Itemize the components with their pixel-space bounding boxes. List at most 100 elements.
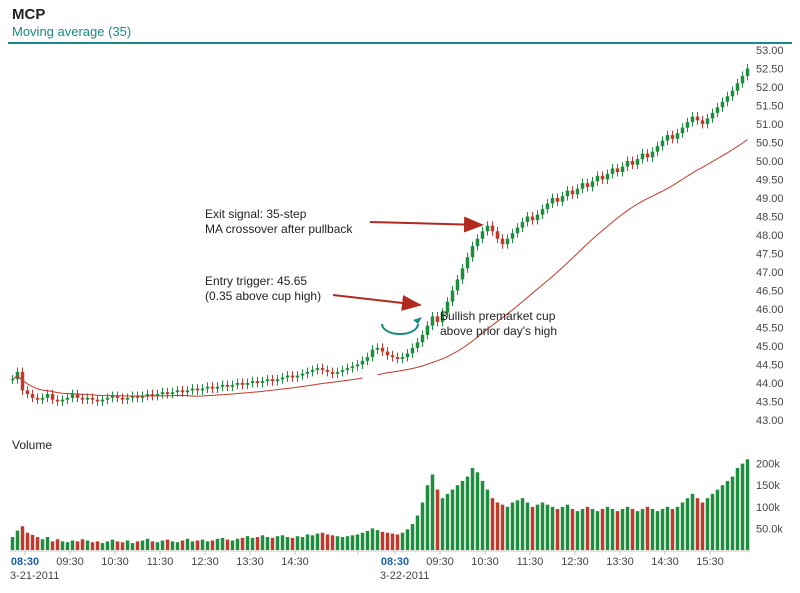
volume-bar bbox=[551, 507, 555, 550]
volume-bar bbox=[26, 533, 30, 550]
volume-bar bbox=[596, 511, 600, 550]
candle-body bbox=[606, 174, 610, 180]
volume-bar bbox=[461, 481, 465, 550]
volume-title: Volume bbox=[12, 438, 52, 452]
candle-body bbox=[586, 183, 590, 187]
volume-bar bbox=[196, 541, 200, 551]
candle-body bbox=[511, 233, 515, 239]
volume-bar bbox=[601, 509, 605, 550]
candle-body bbox=[391, 355, 395, 357]
volume-bar bbox=[466, 477, 470, 550]
volume-bar bbox=[281, 535, 285, 550]
candle-body bbox=[181, 390, 185, 392]
price-y-tick: 46.50 bbox=[756, 286, 784, 298]
volume-bar bbox=[316, 534, 320, 550]
candle-body bbox=[376, 348, 380, 350]
volume-bar bbox=[311, 535, 315, 550]
volume-bar bbox=[401, 533, 405, 550]
volume-bar bbox=[531, 507, 535, 550]
price-y-tick: 45.50 bbox=[756, 323, 784, 335]
candle-body bbox=[431, 316, 435, 325]
annotation-arrow bbox=[333, 295, 420, 305]
candle-body bbox=[31, 394, 35, 398]
volume-bar bbox=[521, 498, 525, 550]
candle-body bbox=[526, 217, 530, 223]
candle-body bbox=[36, 398, 40, 400]
candle-body bbox=[521, 222, 525, 228]
volume-bar bbox=[51, 541, 55, 550]
volume-bar bbox=[571, 509, 575, 550]
volume-bar bbox=[556, 509, 560, 550]
volume-bar bbox=[691, 494, 695, 550]
candle-body bbox=[546, 204, 550, 210]
x-tick-label: 14:30 bbox=[651, 556, 679, 568]
candle-body bbox=[166, 392, 170, 394]
candle-body bbox=[256, 381, 260, 383]
x-tick-label: 12:30 bbox=[191, 556, 219, 568]
candle-body bbox=[641, 154, 645, 160]
volume-bar bbox=[616, 511, 620, 550]
volume-bar bbox=[641, 509, 645, 550]
volume-bar bbox=[71, 541, 75, 551]
price-y-tick: 52.50 bbox=[756, 64, 784, 76]
candle-body bbox=[666, 135, 670, 141]
candle-body bbox=[686, 122, 690, 128]
volume-bar bbox=[736, 468, 740, 550]
volume-bar bbox=[271, 538, 275, 550]
volume-bar bbox=[671, 509, 675, 550]
volume-bar bbox=[21, 526, 25, 550]
candle-body bbox=[691, 117, 695, 123]
volume-bar bbox=[361, 533, 365, 550]
volume-bar bbox=[36, 537, 40, 550]
volume-bar bbox=[306, 534, 310, 550]
candle-body bbox=[426, 326, 430, 335]
candle-body bbox=[471, 246, 475, 257]
candle-body bbox=[126, 398, 130, 400]
candle-body bbox=[56, 400, 60, 402]
candle-body bbox=[661, 141, 665, 147]
volume-bar bbox=[696, 498, 700, 550]
volume-bar bbox=[66, 542, 70, 550]
candle-body bbox=[696, 117, 700, 121]
x-tick-label: 12:30 bbox=[561, 556, 589, 568]
volume-bar bbox=[526, 503, 530, 551]
volume-bar bbox=[566, 505, 570, 550]
candle-body bbox=[371, 350, 375, 357]
volume-y-tick: 50.0k bbox=[756, 523, 783, 535]
candle-body bbox=[576, 189, 580, 195]
candle-body bbox=[531, 217, 535, 221]
volume-bar bbox=[676, 507, 680, 550]
candle-body bbox=[461, 268, 465, 279]
volume-bar bbox=[366, 531, 370, 550]
candle-body bbox=[581, 183, 585, 189]
candle-body bbox=[496, 231, 500, 238]
volume-bar bbox=[276, 536, 280, 550]
volume-bar bbox=[11, 537, 15, 550]
volume-bar bbox=[436, 490, 440, 550]
volume-bar bbox=[131, 543, 135, 550]
candle-body bbox=[161, 392, 165, 394]
price-y-tick: 49.50 bbox=[756, 175, 784, 187]
volume-bar bbox=[631, 509, 635, 550]
price-y-tick: 53.00 bbox=[756, 45, 784, 57]
candle-body bbox=[266, 379, 270, 381]
candle-body bbox=[276, 379, 280, 381]
candle-body bbox=[746, 69, 750, 76]
candle-body bbox=[481, 231, 485, 238]
volume-bar bbox=[151, 541, 155, 550]
candle-body bbox=[591, 181, 595, 187]
price-y-tick: 44.00 bbox=[756, 378, 784, 390]
annotation-exit-signal: Exit signal: 35-step bbox=[205, 207, 307, 221]
x-tick-label: 13:30 bbox=[236, 556, 264, 568]
volume-bar bbox=[296, 536, 300, 550]
volume-bar bbox=[716, 490, 720, 550]
volume-bar bbox=[216, 539, 220, 550]
volume-bar bbox=[286, 537, 290, 550]
volume-bar bbox=[171, 541, 175, 550]
volume-bar bbox=[646, 507, 650, 550]
volume-bar bbox=[351, 535, 355, 550]
volume-bar bbox=[321, 533, 325, 550]
price-y-tick: 50.00 bbox=[756, 156, 784, 168]
candle-body bbox=[201, 389, 205, 391]
volume-bar bbox=[136, 541, 140, 550]
